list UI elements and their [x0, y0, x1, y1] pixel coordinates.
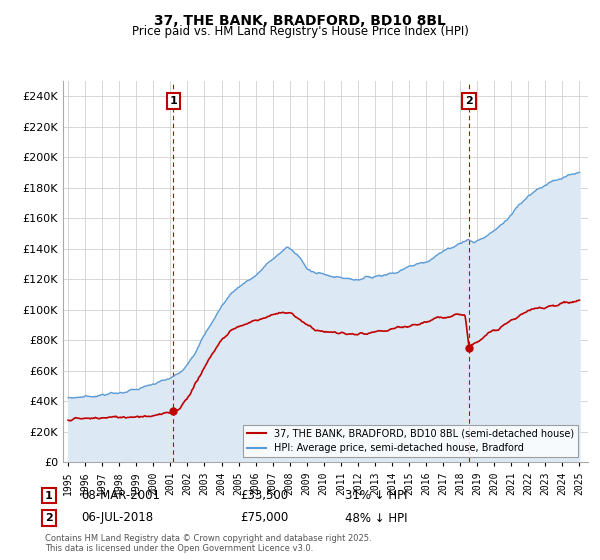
- Text: 08-MAR-2001: 08-MAR-2001: [81, 489, 160, 502]
- Text: 06-JUL-2018: 06-JUL-2018: [81, 511, 153, 525]
- Text: 2: 2: [465, 96, 473, 106]
- Legend: 37, THE BANK, BRADFORD, BD10 8BL (semi-detached house), HPI: Average price, semi: 37, THE BANK, BRADFORD, BD10 8BL (semi-d…: [243, 424, 578, 457]
- Text: £33,500: £33,500: [240, 489, 288, 502]
- Text: 48% ↓ HPI: 48% ↓ HPI: [345, 511, 407, 525]
- Text: 37, THE BANK, BRADFORD, BD10 8BL: 37, THE BANK, BRADFORD, BD10 8BL: [154, 14, 446, 28]
- Text: Contains HM Land Registry data © Crown copyright and database right 2025.
This d: Contains HM Land Registry data © Crown c…: [45, 534, 371, 553]
- Text: 31% ↓ HPI: 31% ↓ HPI: [345, 489, 407, 502]
- Text: 1: 1: [45, 491, 53, 501]
- Text: £75,000: £75,000: [240, 511, 288, 525]
- Text: Price paid vs. HM Land Registry's House Price Index (HPI): Price paid vs. HM Land Registry's House …: [131, 25, 469, 38]
- Text: 1: 1: [170, 96, 178, 106]
- Text: 2: 2: [45, 513, 53, 523]
